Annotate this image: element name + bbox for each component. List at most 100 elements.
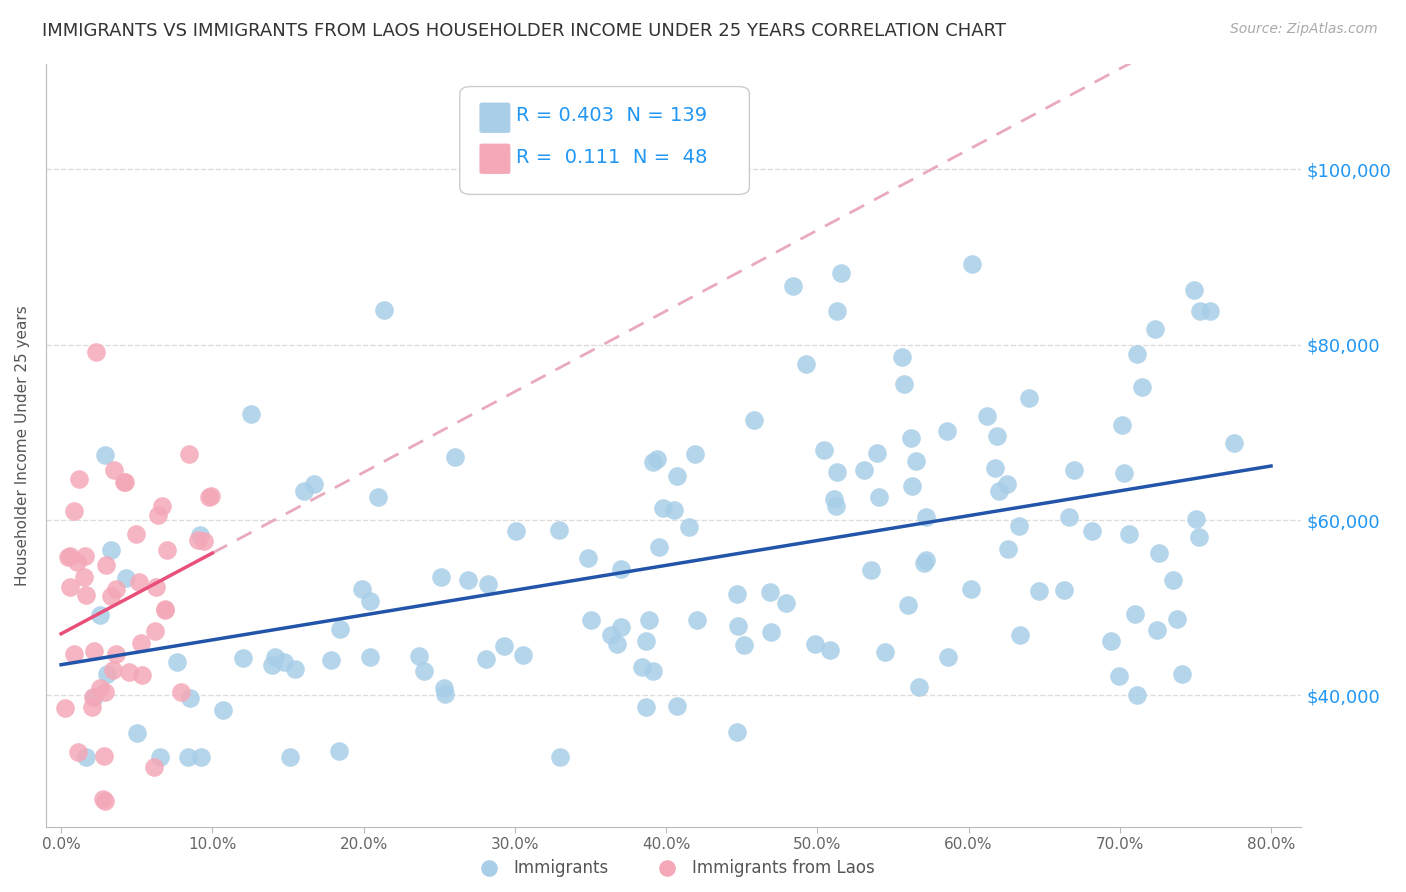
- Point: [93, 748, 115, 763]
- Point: [900, 479, 922, 493]
- Point: [103, 463, 125, 477]
- Point: [104, 582, 127, 596]
- Point: [284, 663, 307, 677]
- Point: [94, 558, 117, 572]
- Point: [825, 465, 848, 479]
- Point: [260, 657, 283, 672]
- Point: [1130, 380, 1153, 394]
- Point: [329, 622, 352, 636]
- Point: [75, 749, 97, 764]
- Point: [131, 668, 153, 682]
- Point: [1028, 584, 1050, 599]
- Point: [118, 665, 141, 680]
- Legend: Immigrants, Immigrants from Laos: Immigrants, Immigrants from Laos: [465, 852, 882, 883]
- Point: [636, 699, 658, 714]
- Point: [104, 647, 127, 661]
- Point: [830, 266, 852, 280]
- Point: [1171, 666, 1194, 681]
- Point: [321, 653, 343, 667]
- Point: [145, 580, 167, 594]
- Point: [444, 450, 467, 464]
- Point: [915, 553, 938, 567]
- Point: [1118, 527, 1140, 541]
- Point: [84, 344, 107, 359]
- Point: [350, 582, 373, 597]
- Point: [725, 724, 748, 739]
- Point: [150, 499, 173, 513]
- Point: [641, 665, 664, 679]
- Point: [984, 460, 1007, 475]
- Point: [59, 549, 82, 564]
- Point: [156, 543, 179, 558]
- Point: [94, 448, 117, 462]
- Point: [292, 483, 315, 498]
- Point: [433, 688, 456, 702]
- Point: [211, 703, 233, 717]
- Point: [960, 257, 983, 271]
- Point: [94, 685, 117, 699]
- Point: [59, 580, 82, 594]
- Point: [89, 607, 111, 622]
- Point: [193, 534, 215, 549]
- Point: [636, 633, 658, 648]
- Point: [576, 551, 599, 566]
- Point: [960, 582, 983, 596]
- Point: [904, 454, 927, 468]
- Point: [610, 619, 633, 633]
- Point: [936, 424, 959, 438]
- Point: [796, 357, 818, 371]
- Point: [200, 489, 222, 503]
- Point: [83, 690, 105, 704]
- Point: [429, 570, 451, 584]
- Point: [827, 303, 849, 318]
- Point: [1126, 688, 1149, 702]
- Point: [1166, 612, 1188, 626]
- Text: Source: ZipAtlas.com: Source: ZipAtlas.com: [1230, 22, 1378, 37]
- Point: [727, 619, 749, 633]
- Point: [662, 503, 685, 517]
- Point: [759, 624, 782, 639]
- Point: [197, 490, 219, 504]
- Point: [853, 463, 876, 477]
- Point: [232, 651, 254, 665]
- Point: [891, 350, 914, 364]
- Text: IMMIGRANTS VS IMMIGRANTS FROM LAOS HOUSEHOLDER INCOME UNDER 25 YEARS CORRELATION: IMMIGRANTS VS IMMIGRANTS FROM LAOS HOUSE…: [42, 22, 1007, 40]
- Point: [742, 413, 765, 427]
- Point: [153, 603, 176, 617]
- Point: [912, 556, 935, 570]
- Point: [803, 637, 825, 651]
- Point: [114, 475, 136, 489]
- Point: [477, 577, 499, 591]
- Point: [683, 447, 706, 461]
- Point: [179, 690, 201, 705]
- Point: [82, 690, 104, 704]
- Point: [264, 650, 287, 665]
- Point: [366, 490, 388, 504]
- Point: [1063, 463, 1085, 477]
- Point: [823, 491, 845, 506]
- Point: [73, 549, 96, 563]
- Point: [1108, 669, 1130, 683]
- Point: [610, 562, 633, 576]
- Point: [408, 648, 430, 663]
- Point: [1126, 347, 1149, 361]
- Point: [125, 526, 148, 541]
- Point: [908, 680, 931, 694]
- Point: [413, 664, 436, 678]
- Point: [100, 542, 122, 557]
- Point: [1114, 467, 1136, 481]
- Point: [149, 749, 172, 764]
- Point: [758, 585, 780, 599]
- Point: [53, 701, 76, 715]
- Point: [897, 598, 920, 612]
- Point: [304, 476, 326, 491]
- Point: [1146, 623, 1168, 637]
- Point: [1099, 634, 1122, 648]
- Point: [547, 523, 569, 537]
- Point: [1008, 627, 1031, 641]
- Point: [606, 637, 628, 651]
- Point: [1144, 321, 1167, 335]
- Point: [129, 636, 152, 650]
- Point: [359, 593, 381, 607]
- Point: [818, 642, 841, 657]
